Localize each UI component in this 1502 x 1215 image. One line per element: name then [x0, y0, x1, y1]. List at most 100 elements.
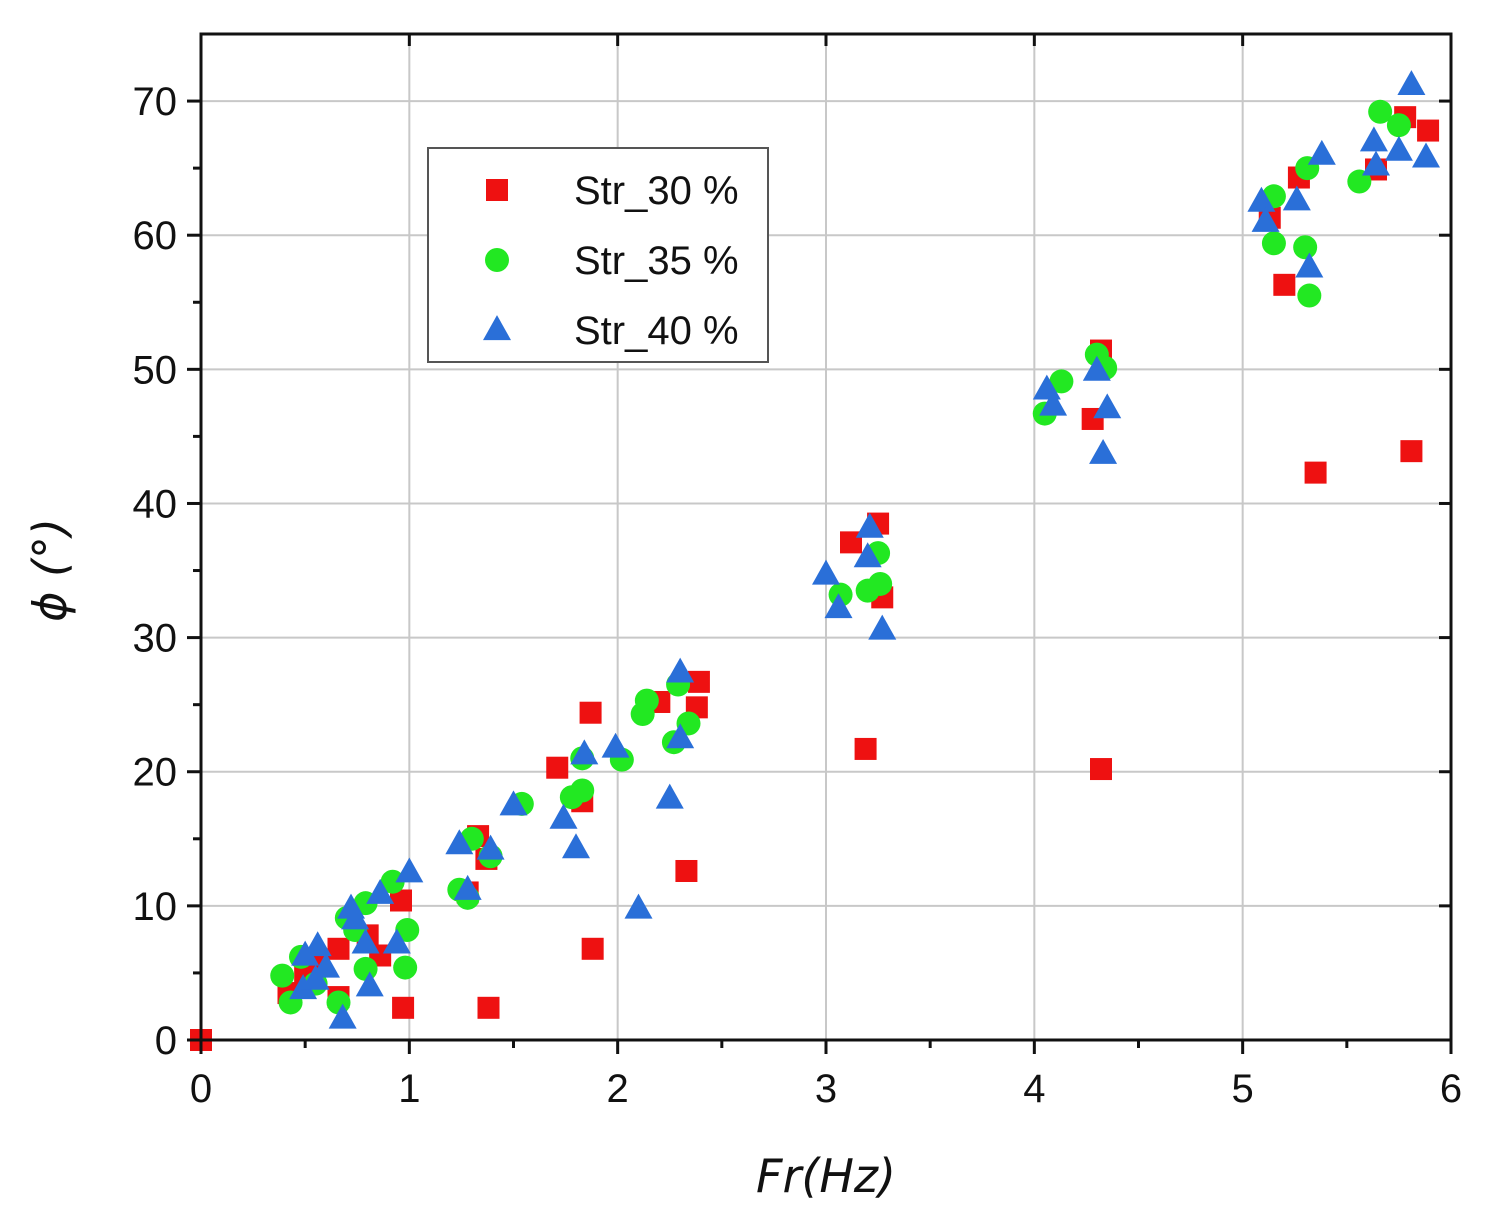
data-point	[1362, 150, 1390, 176]
legend-box	[427, 147, 769, 363]
data-point	[655, 783, 684, 809]
data-point	[824, 593, 853, 619]
data-point	[562, 833, 590, 859]
data-point	[499, 790, 528, 816]
y-tick-label: 20	[133, 751, 178, 795]
data-point	[380, 869, 405, 894]
data-point	[326, 990, 351, 1015]
data-point	[351, 928, 380, 954]
y-axis-title: ϕ (°)	[23, 518, 77, 622]
data-point	[570, 778, 595, 803]
y-tick-label: 50	[133, 348, 178, 392]
data-point	[289, 974, 318, 1000]
data-point	[1297, 283, 1322, 308]
data-point	[1359, 126, 1388, 152]
data-point	[1368, 99, 1393, 124]
series-1	[190, 106, 1440, 1051]
data-point	[868, 571, 893, 596]
x-tick-label: 1	[398, 1067, 420, 1111]
x-tick-label: 5	[1232, 1067, 1254, 1111]
data-point	[855, 512, 884, 538]
data-point	[1049, 369, 1074, 394]
data-points	[190, 70, 1440, 1051]
data-point	[395, 918, 420, 943]
x-tick-label: 0	[190, 1067, 212, 1111]
data-point	[1247, 186, 1276, 212]
y-tick-label: 0	[155, 1019, 177, 1063]
data-point	[291, 940, 320, 966]
legend-marker	[486, 179, 508, 201]
legend-label: Str_35 %	[574, 239, 739, 283]
data-point	[1412, 142, 1440, 168]
data-point	[392, 996, 415, 1019]
data-point	[1251, 206, 1280, 232]
data-point	[355, 971, 384, 997]
data-point	[353, 956, 378, 981]
y-tick-label: 70	[133, 80, 178, 124]
data-point	[581, 937, 604, 960]
y-tick-label: 40	[133, 482, 178, 526]
data-point	[395, 857, 424, 883]
legend-marker	[483, 315, 511, 341]
data-point	[579, 701, 602, 724]
data-point	[453, 874, 482, 900]
data-point	[1261, 231, 1286, 256]
legend: Str_30 % Str_35 % Str_40 %	[427, 147, 769, 363]
data-point	[1089, 438, 1118, 464]
data-point	[1082, 355, 1111, 381]
data-point	[477, 996, 500, 1019]
data-point	[270, 963, 295, 988]
data-point	[666, 657, 695, 683]
data-point	[341, 904, 370, 930]
x-tick-label: 3	[815, 1067, 837, 1111]
y-tick-label: 30	[133, 617, 178, 661]
x-tick-label: 6	[1440, 1067, 1462, 1111]
data-point	[1384, 135, 1413, 161]
data-point	[1347, 169, 1372, 194]
data-point	[328, 1003, 357, 1029]
data-point	[303, 931, 332, 957]
x-tick-label: 2	[607, 1067, 629, 1111]
legend-label: Str_30 %	[574, 169, 739, 213]
data-point	[812, 559, 840, 585]
data-point	[1293, 235, 1318, 260]
data-point	[687, 670, 710, 693]
y-tick-label: 10	[133, 885, 178, 929]
data-point	[666, 723, 695, 749]
x-axis-title: Fr(Hz)	[756, 1149, 896, 1203]
data-point	[546, 756, 569, 779]
series-3	[289, 70, 1440, 1029]
data-point	[624, 893, 653, 919]
data-point	[445, 829, 474, 855]
data-point	[1090, 758, 1112, 781]
data-point	[1304, 461, 1327, 484]
legend-label: Str_40 %	[574, 309, 739, 353]
data-point	[393, 955, 418, 980]
data-point	[1307, 139, 1336, 165]
data-point	[1386, 113, 1411, 138]
data-point	[868, 614, 897, 640]
data-point	[634, 688, 659, 713]
y-tick-label: 60	[133, 214, 178, 258]
data-point	[1093, 393, 1122, 419]
data-point	[327, 937, 350, 960]
data-point	[1400, 440, 1423, 463]
data-point	[675, 859, 698, 882]
data-point	[853, 542, 882, 568]
legend-marker	[485, 248, 509, 272]
data-point	[549, 803, 578, 829]
data-point	[382, 928, 411, 954]
data-point	[1397, 70, 1426, 96]
x-tick-label: 4	[1023, 1067, 1045, 1111]
data-point	[601, 732, 630, 758]
data-point	[476, 834, 505, 860]
data-point	[1039, 390, 1068, 416]
data-point	[854, 737, 877, 760]
data-point	[312, 952, 340, 978]
data-point	[570, 739, 599, 765]
data-point	[1417, 119, 1440, 142]
data-point	[1295, 252, 1324, 278]
data-point	[1282, 185, 1311, 211]
